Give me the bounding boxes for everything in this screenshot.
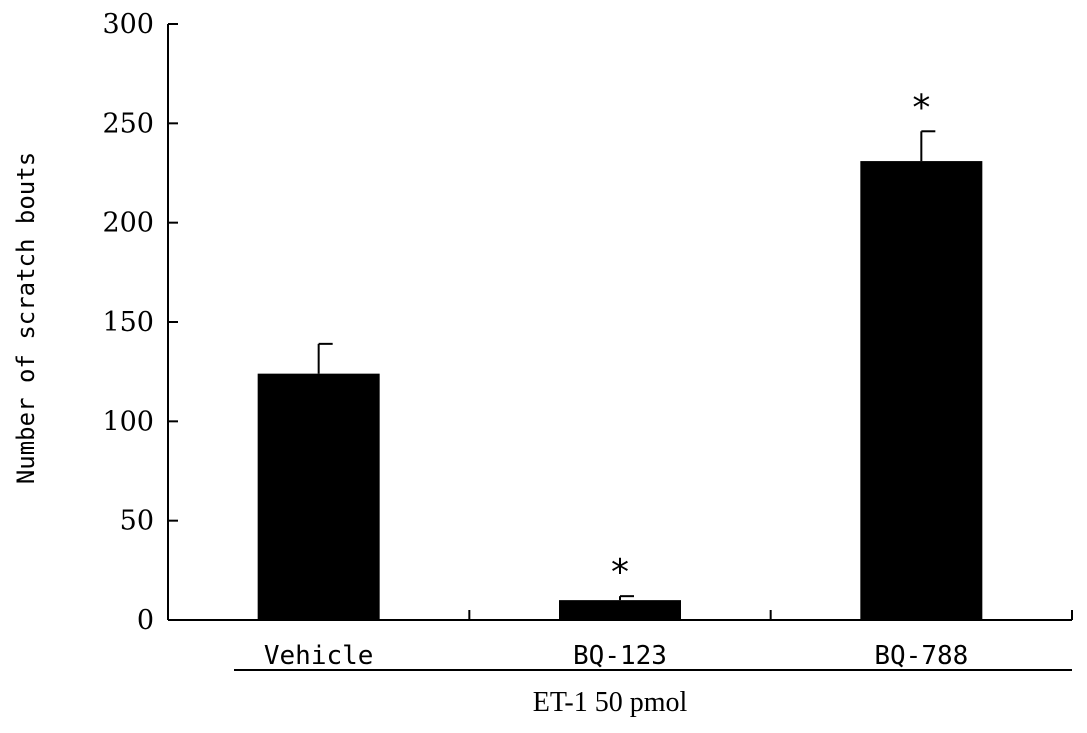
x-tick-labels: Vehicle BQ-123 BQ-788 bbox=[264, 641, 968, 671]
y-tick-label: 300 bbox=[102, 9, 154, 40]
group-label: ET-1 50 pmol bbox=[533, 687, 688, 718]
bar-bq-788 bbox=[860, 161, 983, 620]
y-tick-label: 50 bbox=[120, 506, 154, 537]
y-ticks: 0 50 100 150 200 250 300 bbox=[102, 9, 1073, 636]
x-tick-label: BQ-123 bbox=[573, 641, 667, 671]
x-tick-label: BQ-788 bbox=[874, 641, 968, 671]
y-tick-label: 150 bbox=[102, 307, 154, 338]
significance-asterisk: * bbox=[611, 552, 629, 593]
significance-asterisk: * bbox=[912, 87, 930, 128]
y-tick-label: 0 bbox=[137, 605, 154, 636]
bars bbox=[257, 161, 983, 620]
x-tick-label: Vehicle bbox=[264, 641, 374, 671]
y-tick-label: 200 bbox=[102, 208, 154, 239]
y-tick-label: 250 bbox=[102, 108, 154, 139]
y-tick-label: 100 bbox=[102, 406, 154, 437]
bar-vehicle bbox=[257, 373, 380, 620]
y-axis-title: Number of scratch bouts bbox=[12, 152, 40, 484]
error-bars bbox=[317, 130, 936, 601]
significance-markers: ** bbox=[611, 87, 930, 593]
bar-bq-123 bbox=[559, 600, 681, 620]
